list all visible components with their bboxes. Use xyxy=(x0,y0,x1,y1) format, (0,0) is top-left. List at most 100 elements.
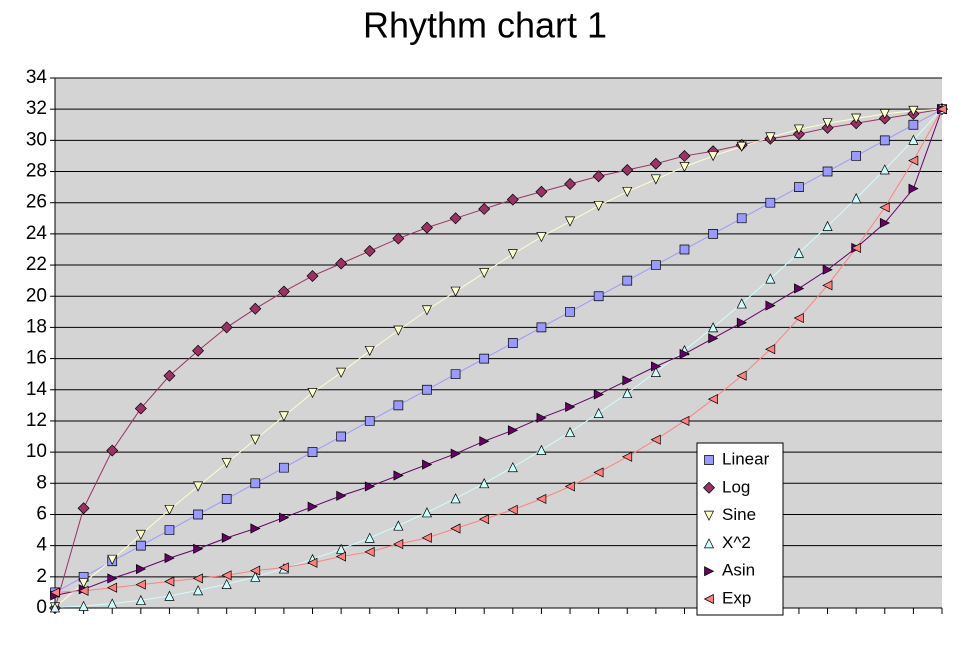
data-point xyxy=(650,174,661,185)
data-point xyxy=(364,546,375,557)
y-tick-label: 34 xyxy=(26,67,48,88)
data-point xyxy=(851,151,862,161)
legend-label: Sine xyxy=(722,505,756,524)
data-point xyxy=(679,415,690,427)
data-point xyxy=(450,369,461,380)
data-point xyxy=(221,570,232,581)
data-point xyxy=(335,551,346,562)
data-point xyxy=(277,285,290,298)
data-point xyxy=(421,305,433,316)
data-point xyxy=(336,367,347,378)
y-tick-label: 24 xyxy=(26,223,48,244)
data-point xyxy=(221,532,232,543)
data-point xyxy=(621,163,634,176)
data-point xyxy=(850,242,862,253)
data-point xyxy=(793,124,805,135)
legend: Linear Log Sine X^2 Asin Exp xyxy=(696,442,784,616)
data-point xyxy=(507,338,518,348)
data-point xyxy=(851,193,862,204)
data-point xyxy=(393,520,404,531)
data-point xyxy=(708,322,719,333)
data-point xyxy=(392,232,405,245)
legend-box xyxy=(696,442,784,616)
data-point xyxy=(851,113,862,124)
data-point xyxy=(479,436,490,447)
data-point xyxy=(336,543,347,554)
data-point xyxy=(622,186,633,198)
data-point xyxy=(364,532,375,543)
data-point xyxy=(736,213,747,224)
legend-label: Linear xyxy=(722,449,770,468)
y-tick-label: 26 xyxy=(26,192,47,213)
data-point xyxy=(450,523,461,534)
data-point xyxy=(278,411,289,422)
data-point xyxy=(478,202,491,215)
data-point xyxy=(307,557,318,568)
data-point xyxy=(250,434,261,445)
data-point xyxy=(536,232,547,243)
data-point xyxy=(393,470,404,481)
data-point xyxy=(135,529,146,541)
legend-marker xyxy=(704,566,715,577)
data-point xyxy=(564,426,576,438)
data-point xyxy=(193,543,204,554)
data-point xyxy=(765,273,776,284)
data-point xyxy=(822,264,833,275)
data-point xyxy=(192,481,204,492)
data-point xyxy=(479,268,490,279)
data-point xyxy=(77,502,90,515)
data-point xyxy=(822,166,833,177)
y-tick-label: 4 xyxy=(36,535,47,556)
data-point xyxy=(106,582,118,593)
data-point xyxy=(678,149,691,162)
data-point xyxy=(421,507,433,518)
data-point xyxy=(650,434,661,445)
data-point xyxy=(307,501,318,512)
data-point xyxy=(793,312,804,324)
data-point xyxy=(49,602,61,613)
y-tick-label: 18 xyxy=(26,316,47,337)
data-point xyxy=(592,170,605,183)
data-point xyxy=(364,416,375,426)
data-point xyxy=(107,554,118,565)
legend-marker xyxy=(703,593,714,605)
data-point xyxy=(107,573,118,584)
data-point xyxy=(135,594,146,606)
data-point xyxy=(193,509,203,520)
data-point xyxy=(507,504,518,515)
y-tick-label: 16 xyxy=(26,348,47,369)
data-point xyxy=(250,571,261,582)
data-point xyxy=(822,220,833,231)
data-point xyxy=(651,361,662,372)
data-point xyxy=(450,448,461,459)
data-point xyxy=(908,119,919,130)
y-tick-label: 0 xyxy=(36,597,47,618)
data-point xyxy=(908,155,919,166)
legend-marker xyxy=(704,455,714,465)
data-point xyxy=(649,157,662,170)
data-point xyxy=(765,344,776,355)
data-point xyxy=(250,478,261,489)
data-point xyxy=(879,217,891,229)
y-tick-label: 22 xyxy=(26,254,47,275)
data-point xyxy=(621,451,633,462)
plot-area xyxy=(55,78,942,608)
data-point xyxy=(249,302,262,315)
legend-marker xyxy=(703,510,715,521)
data-point xyxy=(364,481,376,492)
data-point xyxy=(936,104,947,115)
data-point xyxy=(794,283,805,294)
data-point xyxy=(650,366,661,377)
data-point xyxy=(622,387,633,399)
data-point xyxy=(449,212,462,225)
data-point xyxy=(278,562,289,573)
data-point xyxy=(593,200,604,212)
data-point xyxy=(164,590,175,601)
data-point xyxy=(736,317,747,328)
data-point xyxy=(593,467,604,478)
data-point xyxy=(822,280,833,291)
data-point xyxy=(164,525,175,535)
data-point xyxy=(708,151,719,162)
data-point xyxy=(564,178,577,190)
data-point xyxy=(879,135,890,146)
